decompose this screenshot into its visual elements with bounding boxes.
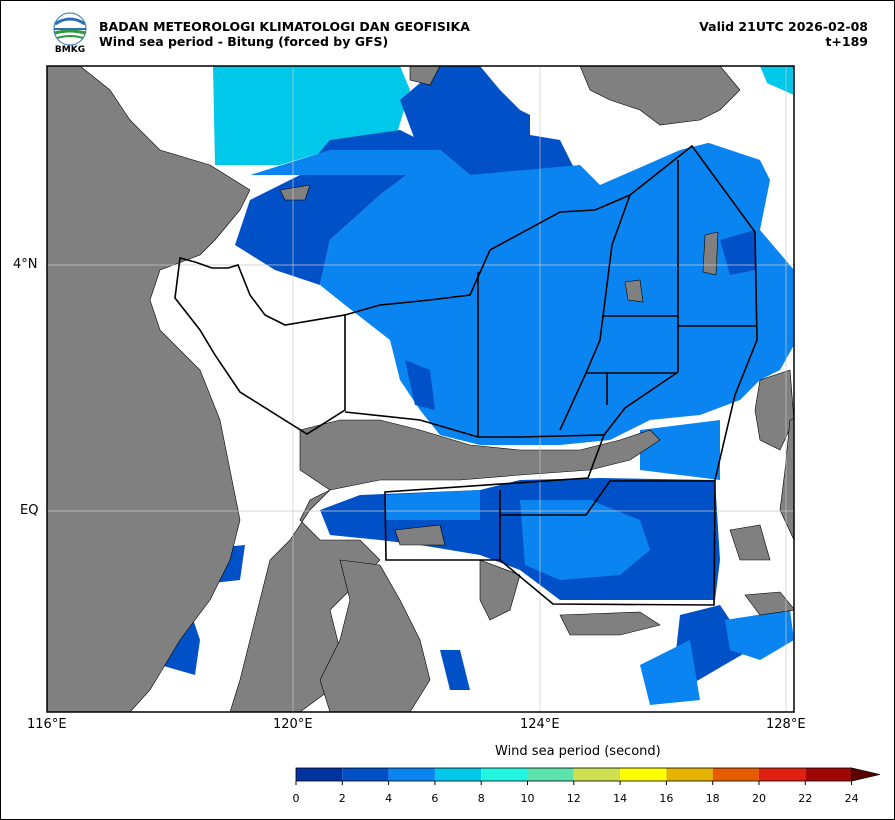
period-zone-mid-tomini: [520, 500, 650, 580]
map-subtitle: Wind sea period - Bitung (forced by GFS): [99, 34, 389, 49]
colorbar-label: 6: [431, 792, 439, 805]
period-zone-mid: [250, 140, 794, 445]
header-left: BADAN METEOROLOGI KLIMATOLOGI DAN GEOFIS…: [99, 19, 470, 49]
colorbar-label: 10: [520, 792, 535, 805]
colorbar-swatch: [805, 768, 852, 781]
colorbar-extend-arrow: [851, 767, 880, 782]
x-tick-2: 124°E: [520, 717, 560, 732]
bmkg-emblem-icon: [53, 12, 87, 46]
period-zone-deep-talaud: [720, 230, 755, 275]
agency-title: BADAN METEOROLOGI KLIMATOLOGI DAN GEOFIS…: [99, 19, 470, 34]
colorbar-swatch: [296, 768, 343, 781]
land-mindanao: [579, 66, 741, 126]
x-tick-1: 120°E: [273, 717, 313, 732]
land-bacan: [729, 524, 771, 561]
forecast-area-boundaries: [174, 144, 758, 606]
period-zone-mid-sangihe: [640, 420, 720, 480]
land-sulawesi-east-arm: [479, 559, 521, 621]
land-talaud: [702, 231, 719, 276]
colorbar-swatch: [342, 768, 389, 781]
land-island-sulu: [279, 184, 311, 201]
colorbar-label: 16: [659, 792, 674, 805]
colorbar-label: 4: [385, 792, 393, 805]
map-border: [46, 65, 795, 713]
colorbar-label: 2: [338, 792, 346, 805]
colorbar-label: 12: [566, 792, 581, 805]
forecast-step: t+189: [825, 34, 868, 49]
colorbar-swatch: [712, 768, 759, 781]
map-content: [47, 66, 875, 712]
colorbar-label: 24: [844, 792, 859, 805]
period-zone-deep-n: [400, 66, 575, 175]
x-tick-3: 128°E: [766, 717, 806, 732]
land-halmahera: [779, 418, 794, 541]
land-halmahera-north: [754, 369, 794, 451]
land-sulawesi-south: [319, 559, 431, 712]
period-zone-cyan-ne: [720, 66, 794, 95]
period-zone-deep-halmahera: [800, 460, 850, 530]
period-zone-deep-s: [440, 650, 470, 690]
x-tick-0: 116°E: [27, 717, 67, 732]
colorbar-label: 14: [613, 792, 628, 805]
colorbar-swatch: [527, 768, 574, 781]
valid-time: Valid 21UTC 2026-02-08: [699, 19, 868, 34]
colorbar-swatch: [481, 768, 528, 781]
colorbar-swatch: [666, 768, 713, 781]
period-zone-mid-tomini-w: [385, 490, 480, 520]
colorbar-swatch: [388, 768, 435, 781]
colorbar-swatch: [434, 768, 482, 781]
land-sula-islands: [559, 611, 661, 636]
colorbar-label: 20: [752, 792, 766, 805]
colorbar-swatch: [759, 768, 806, 781]
y-tick-1: EQ: [20, 503, 39, 518]
logo-text: BMKG: [54, 45, 86, 55]
period-zone-mid-se: [725, 610, 794, 660]
period-zone-deep-sulu: [405, 360, 435, 410]
colorbar-label: 22: [798, 792, 813, 805]
period-zone-deep-e: [840, 355, 875, 405]
colorbar-label: 0: [292, 792, 300, 805]
land-sangihe: [624, 279, 644, 303]
colorbar-swatch: [573, 768, 621, 781]
header-right: Valid 21UTC 2026-02-08 t+189: [699, 19, 868, 49]
land-sabah: [409, 66, 441, 86]
colorbar-swatch: [620, 768, 667, 781]
bmkg-logo: BMKG: [50, 12, 90, 58]
land-obi: [744, 591, 794, 616]
graticule: [47, 66, 794, 712]
land-borneo: [47, 66, 251, 712]
land-togean: [394, 524, 446, 546]
land-sulawesi-north-arm: [229, 419, 661, 712]
colorbar: [295, 767, 880, 785]
colorbar-label: 8: [477, 792, 485, 805]
colorbar-title: Wind sea period (second): [495, 744, 661, 759]
period-zone-mid-banda: [640, 640, 700, 705]
y-tick-0: 4°N: [13, 257, 38, 272]
colorbar-label: 18: [705, 792, 720, 805]
